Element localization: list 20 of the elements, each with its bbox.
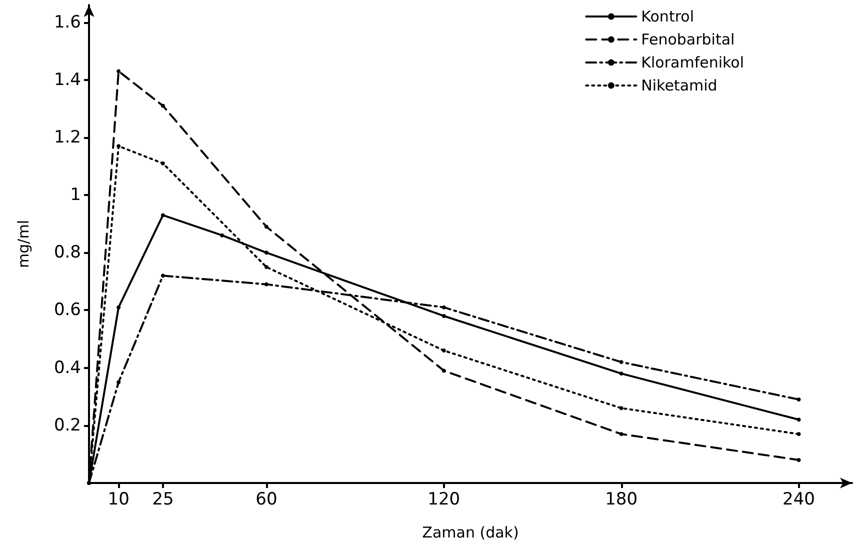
legend-label: Niketamid (641, 76, 718, 94)
x-axis-title: Zaman (dak) (422, 524, 519, 542)
x-tick-label: 180 (605, 490, 638, 510)
x-tick-label: 25 (152, 490, 174, 510)
y-tick-label: 1.6 (54, 12, 81, 32)
y-tick-label: 0.6 (54, 300, 81, 320)
y-tick-label: 1.4 (54, 70, 81, 90)
y-tick-label: 0.8 (54, 242, 81, 263)
y-tick-label: 1.2 (54, 127, 81, 148)
x-tick-label: 10 (108, 490, 130, 510)
legend-label: Fenobarbital (641, 30, 735, 48)
y-tick-label: 0.2 (54, 415, 81, 436)
x-tick-label: 60 (256, 490, 278, 510)
y-axis-title: mg/ml (14, 220, 32, 268)
x-tick-label: 120 (428, 490, 460, 510)
legend-label: Kontrol (641, 8, 694, 26)
y-tick-label: 0.4 (54, 358, 81, 378)
x-tick-label: 240 (782, 490, 815, 510)
y-tick-label: 1 (70, 185, 81, 206)
legend-label: Kloramfenikol (641, 54, 744, 72)
